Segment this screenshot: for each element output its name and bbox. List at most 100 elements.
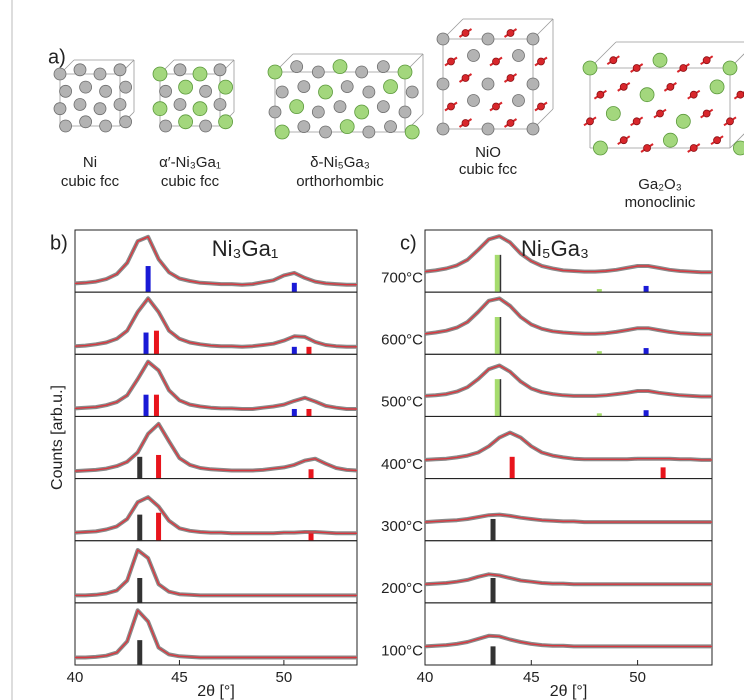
atom (714, 137, 721, 144)
atom (690, 91, 697, 98)
atom (363, 126, 375, 138)
atom (482, 78, 494, 90)
atom (193, 67, 207, 81)
atom (174, 64, 186, 76)
x-tick-label: 50 (629, 669, 646, 686)
atom (606, 107, 620, 121)
temperature-label: 700°C (381, 269, 423, 286)
atom (468, 95, 480, 107)
structure-lattice: cubic fcc (161, 173, 220, 190)
structure-lattice: orthorhombic (296, 173, 384, 190)
atom (610, 57, 617, 64)
atom (100, 120, 112, 132)
temperature-label: 500°C (381, 394, 423, 411)
atom (312, 66, 324, 78)
atom (462, 120, 469, 127)
panel-label: b) (50, 232, 68, 254)
atom (633, 65, 640, 72)
atom (527, 78, 539, 90)
measured-pattern (75, 497, 357, 533)
measured-pattern (425, 366, 712, 397)
atom (120, 116, 132, 128)
atom (268, 65, 282, 79)
atom (160, 120, 172, 132)
atom (54, 68, 66, 80)
atom (160, 85, 172, 97)
atom (507, 30, 514, 37)
structure-name: NiO (475, 144, 501, 161)
atom (80, 116, 92, 128)
atom (727, 118, 734, 125)
atom (179, 80, 193, 94)
atom (94, 103, 106, 115)
atom (74, 64, 86, 76)
temperature-label: 300°C (381, 518, 423, 535)
atom (80, 81, 92, 93)
atom (703, 110, 710, 117)
atom (54, 103, 66, 115)
atom (319, 85, 333, 99)
row-frame (425, 416, 712, 478)
atom (663, 133, 677, 147)
atom (153, 102, 167, 116)
atom (298, 121, 310, 133)
atom (406, 86, 418, 98)
measured-pattern (75, 550, 357, 595)
atom (355, 105, 369, 119)
measured-pattern (75, 610, 357, 657)
panel-label: c) (400, 232, 417, 254)
fit-curve (75, 362, 357, 409)
structure-lattice: cubic fcc (459, 161, 518, 178)
x-axis-label: 2θ [°] (550, 683, 588, 700)
atom (384, 80, 398, 94)
atom (482, 123, 494, 135)
atom (437, 33, 449, 45)
atom (620, 83, 627, 90)
atom (200, 85, 212, 97)
atom (363, 86, 375, 98)
structure-name: δ-Ni₅Ga₃ (310, 154, 370, 171)
structure-lattice: cubic fcc (61, 173, 120, 190)
structure-name: α′-Ni₃Ga₁ (159, 154, 221, 171)
atom (120, 81, 132, 93)
atom (633, 118, 640, 125)
atom (493, 58, 500, 65)
atom (448, 58, 455, 65)
atom (298, 81, 310, 93)
atom (462, 30, 469, 37)
chart-title: Ni₅Ga₃ (521, 236, 589, 261)
atom (493, 103, 500, 110)
atom (538, 103, 545, 110)
atom (269, 106, 281, 118)
measured-pattern (425, 298, 712, 334)
atom (291, 61, 303, 73)
atom (593, 141, 607, 155)
atom (644, 145, 651, 152)
atom (356, 66, 368, 78)
atom (398, 65, 412, 79)
atom (710, 80, 724, 94)
atom (703, 57, 710, 64)
panel-label: a) (48, 46, 66, 68)
atom (667, 83, 674, 90)
measured-pattern (425, 636, 712, 647)
atom (448, 103, 455, 110)
atom (513, 50, 525, 62)
atom (399, 106, 411, 118)
chart-title: Ni₃Ga₁ (212, 236, 279, 261)
atom (723, 61, 737, 75)
temperature-label: 600°C (381, 332, 423, 349)
atom (219, 80, 233, 94)
atom (587, 118, 594, 125)
atom (507, 75, 514, 82)
atom (737, 91, 744, 98)
atom (733, 141, 744, 155)
atom (676, 114, 690, 128)
atom (153, 67, 167, 81)
atom (527, 123, 539, 135)
x-tick-label: 45 (523, 669, 540, 686)
temperature-label: 200°C (381, 580, 423, 597)
atom (507, 120, 514, 127)
structure-name: Ga₂O₃ (638, 176, 682, 193)
